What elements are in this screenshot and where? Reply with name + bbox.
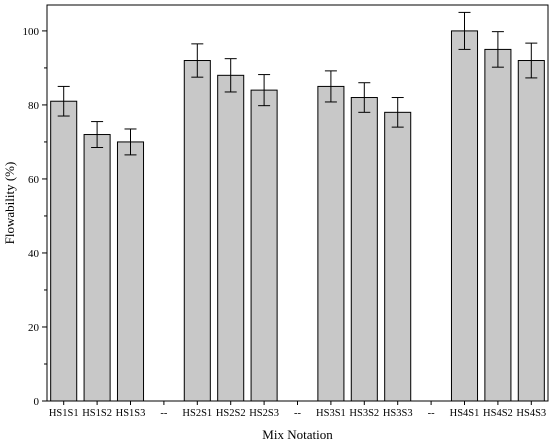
y-axis-title: Flowability (%)	[2, 162, 17, 245]
x-tick-label-4: HS2S1	[182, 408, 212, 419]
x-tick-label-11: --	[428, 408, 435, 419]
x-tick-label-13: HS4S2	[483, 408, 513, 419]
bar-hs2s1	[183, 60, 211, 402]
bars-group	[50, 30, 545, 402]
x-tick-label-1: HS1S2	[82, 408, 112, 419]
error-bars-group	[57, 11, 538, 156]
x-tick-label-0: HS1S1	[49, 408, 79, 419]
bar-hs4s3	[517, 60, 545, 402]
y-tick-label-40: 40	[28, 248, 40, 260]
bar-hs4s2	[484, 48, 512, 402]
x-tick-label-2: HS1S3	[116, 408, 146, 419]
bar-hs3s1	[317, 85, 345, 402]
x-axis-title: Mix Notation	[262, 427, 333, 442]
bar-hs2s3	[250, 89, 278, 402]
x-tick-label-9: HS3S2	[349, 408, 379, 419]
x-axis: HS1S1 HS1S2 HS1S3 -- HS2S1 HS2S2 HS2S3 -- HS3S1 H…	[49, 401, 546, 419]
bar-hs1s1	[50, 100, 78, 402]
y-tick-label-0: 0	[34, 396, 40, 408]
x-tick-label-8: HS3S1	[316, 408, 346, 419]
bar-hs4s1	[450, 30, 479, 402]
x-tick-label-6: HS2S3	[249, 408, 279, 419]
bar-hs1s2	[83, 134, 111, 402]
y-tick-label-60: 60	[28, 174, 40, 186]
bar-hs2s2	[217, 74, 245, 402]
x-tick-label-7: --	[294, 408, 301, 419]
x-tick-label-3: --	[160, 408, 167, 419]
bar-hs1s3	[116, 141, 145, 402]
x-tick-label-5: HS2S2	[216, 408, 246, 419]
bar-hs3s2	[350, 97, 378, 402]
x-tick-label-10: HS3S3	[383, 408, 413, 419]
y-axis: 0 20 40 60 80 100	[23, 26, 47, 408]
x-tick-label-14: HS4S3	[516, 408, 546, 419]
bar-hs3s3	[384, 111, 412, 402]
x-tick-label-12: HS4S1	[450, 408, 480, 419]
y-tick-label-80: 80	[28, 100, 40, 112]
y-tick-label-100: 100	[23, 26, 40, 38]
y-tick-label-20: 20	[28, 322, 40, 334]
